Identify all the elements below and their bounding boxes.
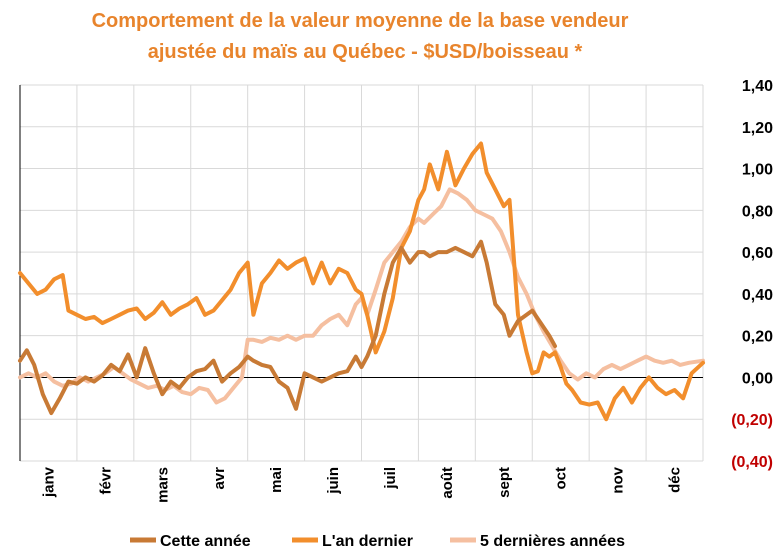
y-tick-label-0: 1,40 [742,78,773,95]
legend-label-2: 5 dernières années [480,533,625,550]
x-tick-labels: janv févr mars avr mai juin juil août sept oct nov… [41,466,684,503]
x-tick-label-11: déc [667,467,684,493]
y-tick-label-3: 0,80 [742,203,773,220]
x-tick-label-8: sept [496,467,513,498]
y-tick-label-1: 1,20 [742,120,773,137]
chart-subtitle: ajustée du maïs au Québec - $USD/boissea… [148,41,583,63]
series-line-1 [18,141,705,422]
legend-label-0: Cette année [160,533,251,550]
y-tick-label-9: (0,40) [731,454,773,471]
y-tick-label-7: 0,00 [742,370,773,387]
x-tick-label-5: juin [325,467,342,495]
y-tick-label-4: 0,60 [742,245,773,262]
y-tick-label-2: 1,00 [742,162,773,179]
x-tick-label-0: janv [41,466,58,498]
x-tick-label-1: févr [97,467,114,495]
x-tick-label-6: juil [382,467,399,490]
x-tick-label-7: août [439,467,456,499]
series-lines [18,141,705,422]
series-line-0 [18,239,557,415]
x-tick-label-9: oct [553,467,570,490]
chart-title: Comportement de la valeur moyenne de la … [92,10,629,32]
y-tick-label-6: 0,20 [742,329,773,346]
x-tick-label-2: mars [154,467,171,503]
y-tick-label-5: 0,40 [742,287,773,304]
legend: Cette année L'an dernier 5 dernières année… [130,533,625,550]
x-tick-label-3: avr [211,467,228,490]
y-tick-label-8: (0,20) [731,412,773,429]
x-tick-label-10: nov [610,466,627,493]
legend-label-1: L'an dernier [322,533,413,550]
y-tick-labels: 1,40 1,20 1,00 0,80 0,60 0,40 0,20 0,00 (0,20) (0… [731,78,773,471]
x-tick-label-4: mai [268,467,285,493]
series-line-2 [18,187,705,405]
